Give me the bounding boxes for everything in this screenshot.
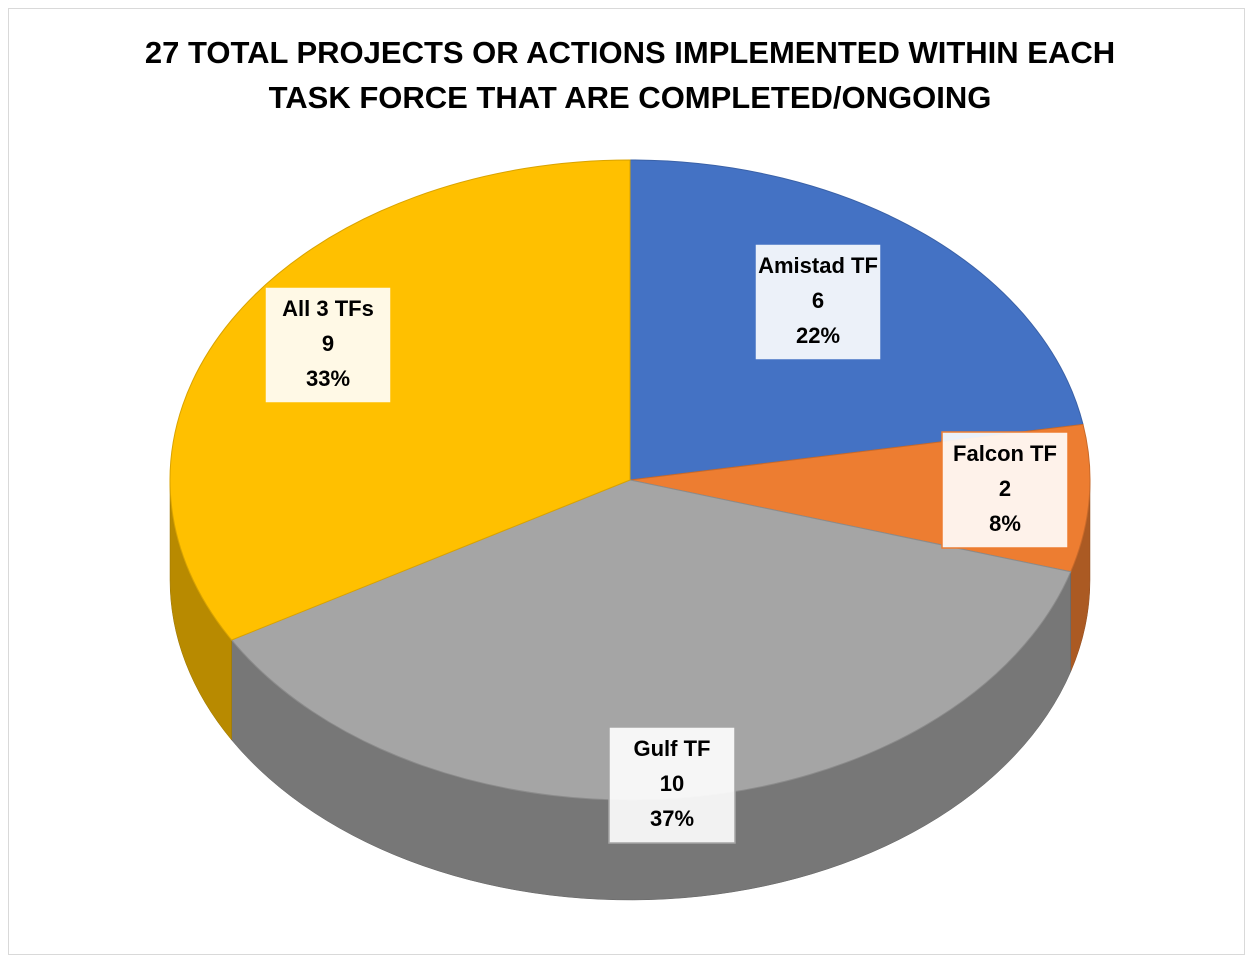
value-label: 10 bbox=[660, 771, 684, 796]
value-label: 9 bbox=[322, 331, 334, 356]
data-label-box bbox=[941, 431, 1069, 549]
percent-label: 33% bbox=[306, 366, 350, 391]
category-label: Falcon TF bbox=[953, 441, 1057, 466]
value-label: 6 bbox=[812, 288, 824, 313]
category-label: Gulf TF bbox=[634, 736, 711, 761]
percent-label: 8% bbox=[989, 511, 1021, 536]
percent-label: 37% bbox=[650, 806, 694, 831]
chart-title: 27 TOTAL PROJECTS OR ACTIONS IMPLEMENTED… bbox=[145, 35, 1115, 70]
data-label-box bbox=[608, 726, 736, 844]
category-label: All 3 TFs bbox=[282, 296, 374, 321]
data-label-box bbox=[754, 243, 882, 361]
category-label: Amistad TF bbox=[758, 253, 878, 278]
percent-label: 22% bbox=[796, 323, 840, 348]
data-label-box bbox=[264, 286, 392, 404]
chart-title: TASK FORCE THAT ARE COMPLETED/ONGOING bbox=[269, 80, 992, 115]
value-label: 2 bbox=[999, 476, 1011, 501]
slice bbox=[169, 159, 631, 641]
